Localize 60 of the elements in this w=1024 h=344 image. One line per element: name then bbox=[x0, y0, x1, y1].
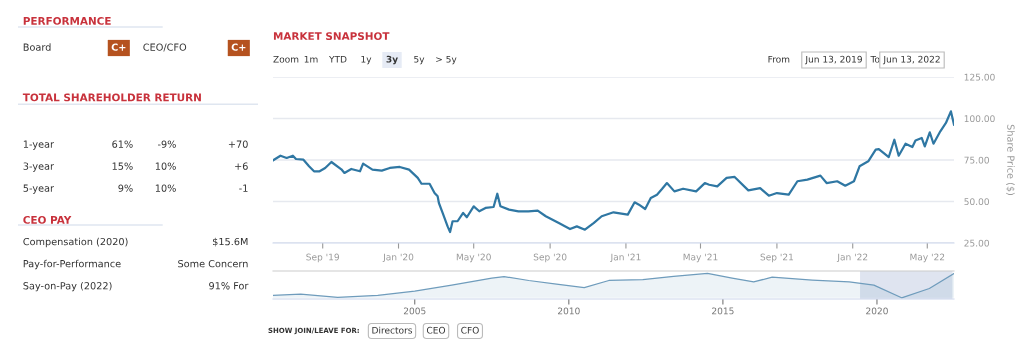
y-tick-label: 50.00 bbox=[964, 198, 989, 206]
x-tick-label: Jan '21 bbox=[610, 253, 641, 263]
text: TOTAL SHAREHOLDER RETURN bbox=[22, 93, 201, 102]
y-tick-label: 125.00 bbox=[964, 73, 995, 81]
text: CEO bbox=[426, 326, 446, 334]
text: 3-year bbox=[23, 162, 55, 172]
text: Zoom bbox=[273, 55, 299, 63]
text: C+ bbox=[231, 43, 246, 51]
text: 61% bbox=[112, 140, 133, 148]
text: C+ bbox=[111, 43, 126, 51]
text: 3y bbox=[386, 55, 398, 65]
text: Some Concern bbox=[178, 259, 248, 268]
x-tick-label: Sep '21 bbox=[760, 253, 794, 263]
text: Jun 13, 2019 bbox=[804, 55, 862, 65]
text: 1y bbox=[361, 55, 372, 65]
text: CFO bbox=[461, 326, 479, 334]
chart-title: MARKET SNAPSHOT bbox=[273, 32, 390, 41]
x-tick-label: Jan '20 bbox=[382, 253, 414, 263]
x-tick-label: May '20 bbox=[456, 253, 491, 263]
y-axis-title: Share Price ($) bbox=[1005, 124, 1015, 196]
text: +6 bbox=[235, 162, 248, 170]
text: -9% bbox=[157, 140, 176, 148]
text: CEO/CFO bbox=[143, 43, 187, 52]
x-tick-label: May '21 bbox=[683, 253, 718, 263]
text: > 5y bbox=[436, 55, 457, 65]
x-tick-label: 2020 bbox=[866, 307, 888, 315]
text: -1 bbox=[239, 184, 248, 192]
text: Board bbox=[23, 43, 51, 51]
line-series bbox=[273, 110, 954, 234]
text: 5-year bbox=[23, 184, 55, 194]
text: CEO PAY bbox=[23, 215, 72, 224]
text: YTD bbox=[328, 55, 347, 63]
y-tick-label: 75.00 bbox=[964, 156, 989, 164]
x-tick-label: May '22 bbox=[910, 253, 945, 263]
text: Pay-for-Performance bbox=[23, 259, 121, 270]
text: 10% bbox=[155, 184, 176, 192]
text: +70 bbox=[228, 140, 248, 148]
text: Say-on-Pay (2022) bbox=[23, 281, 112, 292]
text: 9% bbox=[118, 184, 133, 192]
x-tick-label: 2010 bbox=[557, 307, 580, 315]
y-tick-label: 25.00 bbox=[964, 239, 989, 247]
text: 15% bbox=[112, 162, 133, 170]
text: Compensation (2020) bbox=[23, 237, 128, 248]
text: 1-year bbox=[23, 140, 55, 150]
text: To bbox=[870, 55, 880, 63]
text: $15.6M bbox=[212, 237, 248, 247]
text: Directors bbox=[372, 326, 413, 334]
text: 1m bbox=[304, 55, 318, 63]
text: 5y bbox=[414, 55, 425, 65]
x-tick-label: Sep '20 bbox=[533, 253, 567, 263]
text: From bbox=[768, 55, 790, 63]
x-tick-label: 2015 bbox=[712, 307, 734, 315]
x-tick-label: 2005 bbox=[403, 307, 426, 315]
text: Jun 13, 2022 bbox=[882, 55, 940, 65]
text: 91% For bbox=[209, 282, 249, 290]
text: 10% bbox=[155, 162, 176, 170]
text: PERFORMANCE bbox=[23, 16, 111, 25]
x-tick-label: Jan '22 bbox=[836, 253, 868, 263]
y-tick-label: 100.00 bbox=[964, 115, 995, 123]
x-tick-label: Sep '19 bbox=[306, 253, 339, 263]
